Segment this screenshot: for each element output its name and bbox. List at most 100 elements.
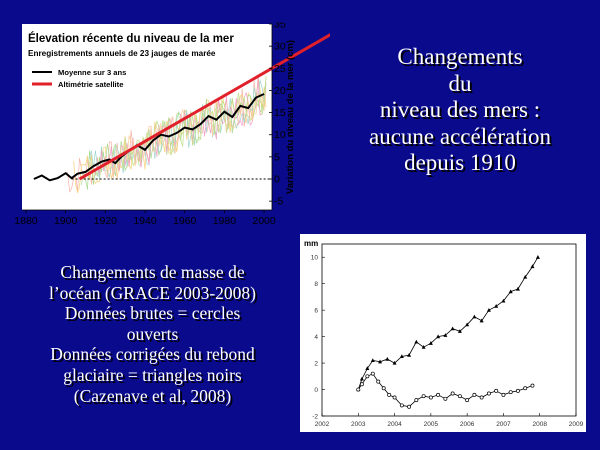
- x-tick-label: 1920: [94, 215, 118, 227]
- circle-marker: [494, 388, 499, 393]
- chart-title: Élevation récente du niveau de la mer: [28, 32, 234, 45]
- triangle-marker: [365, 366, 370, 370]
- chart-subtitle: Enregistrements annuels de 23 jauges de …: [28, 49, 216, 58]
- circle-marker: [387, 392, 392, 397]
- triangle-marker: [535, 255, 540, 259]
- triangle-marker: [359, 376, 364, 381]
- x-tick-label: 2006: [460, 421, 475, 428]
- x-tick-label: 2008: [532, 421, 547, 428]
- triangle-marker: [414, 339, 419, 344]
- circle-marker: [450, 391, 455, 396]
- y-tick-label: -2: [312, 414, 318, 421]
- y-tick-label: 30: [274, 41, 286, 53]
- y-tick-label: 0: [274, 174, 280, 186]
- legend-label-satellite: Altimétrie satellite: [58, 80, 123, 89]
- y-tick-label: 10: [274, 129, 286, 141]
- triangle-marker: [392, 360, 397, 365]
- circle-marker: [365, 374, 370, 379]
- triangle-marker: [421, 345, 426, 349]
- x-tick-label: 1900: [54, 215, 78, 227]
- grace-mass-chart-svg: mm 2002 2003 2004 2005 2006 2007 2008 2009 -2 0 2…: [300, 234, 586, 432]
- x-tick-label: 1880: [14, 215, 38, 227]
- x-tick-label: 1980: [213, 215, 237, 227]
- y-tick-label: 25: [274, 63, 286, 75]
- chart-background: [300, 234, 586, 432]
- headline-line: du: [448, 70, 472, 96]
- x-tick-label: 2009: [569, 421, 584, 428]
- circle-marker: [407, 404, 412, 409]
- circle-marker: [399, 403, 404, 408]
- triangle-marker: [508, 289, 513, 294]
- x-tick-label: 2002: [315, 421, 330, 428]
- circle-marker: [457, 394, 462, 399]
- headline: Changements du niveau des mers : aucune …: [335, 44, 585, 177]
- note-line: (Cazenave et al, 2008): [73, 385, 232, 406]
- triangle-marker: [443, 333, 448, 337]
- y-axis: -5 0 5 10 15 20 25 30 35: [269, 19, 286, 210]
- triangle-marker: [436, 334, 441, 339]
- circle-marker: [515, 388, 520, 393]
- circle-marker: [370, 371, 375, 376]
- y-tick-label: 4: [314, 334, 318, 341]
- triangle-marker: [515, 286, 520, 291]
- headline-line: niveau des mers :: [379, 97, 541, 122]
- circle-marker: [530, 383, 535, 388]
- note-line: glaciaire = triangles noirs: [63, 364, 242, 385]
- y-tick-label: 5: [274, 151, 280, 163]
- circle-marker: [428, 395, 433, 400]
- y-tick-label: 15: [274, 107, 286, 119]
- x-tick-label: 2007: [496, 421, 511, 428]
- y-tick-label: 0: [314, 387, 318, 394]
- y-axis-title: Variation du niveau de la mer (cm): [285, 40, 296, 194]
- triangle-marker: [370, 358, 375, 363]
- triangle-marker: [450, 326, 455, 331]
- triangle-marker: [385, 356, 390, 361]
- plot-background: [22, 24, 272, 210]
- triangle-marker: [407, 352, 412, 357]
- circle-marker: [508, 390, 513, 395]
- caption-note: Changements de masse de l’océan (GRACE 2…: [10, 262, 295, 406]
- y-tick-label: 10: [311, 255, 319, 262]
- triangle-marker: [465, 322, 470, 327]
- triangle-marker: [530, 264, 535, 269]
- headline-line: depuis 1910: [404, 150, 516, 175]
- triangle-marker: [378, 359, 383, 364]
- x-tick-label: 2004: [387, 421, 402, 428]
- legend: Moyenne sur 3 ans Altimétrie satellite: [32, 68, 126, 89]
- y-tick-label: 20: [274, 85, 286, 97]
- triangle-marker: [494, 303, 499, 308]
- series-line-satellite: [78, 31, 335, 181]
- circle-marker: [436, 392, 441, 397]
- grace-mass-chart: mm 2002 2003 2004 2005 2006 2007 2008 2009 -2 0 2…: [300, 234, 586, 432]
- circle-marker: [523, 386, 528, 391]
- triangle-marker: [399, 354, 404, 359]
- plot-frame: [321, 243, 577, 417]
- x-tick-label: 2003: [351, 421, 366, 428]
- headline-line: aucune accélération: [369, 123, 551, 149]
- gauge-record-line: [97, 76, 267, 178]
- x-tick-label: 2000: [252, 215, 276, 227]
- circle-marker: [479, 395, 484, 400]
- triangle-marker: [486, 307, 491, 312]
- note-line: Changements de masse de: [60, 262, 245, 282]
- circle-marker: [465, 398, 470, 403]
- triangle-marker: [523, 274, 528, 279]
- circle-marker: [392, 395, 397, 400]
- x-tick-label: 1940: [133, 215, 157, 227]
- circle-marker: [421, 394, 426, 399]
- x-axis: 1880 1900 1920 1940 1960 1980 2000: [14, 209, 276, 227]
- note-line: ouverts: [126, 323, 179, 344]
- x-axis: 2002 2003 2004 2005 2006 2007 2008 2009: [315, 413, 584, 428]
- gauge-record-line: [89, 80, 267, 180]
- circle-marker: [376, 379, 381, 384]
- sea-level-chart: 1880 1900 1920 1940 1960 1980 2000 -5 0 5 10 15 20 2…: [0, 19, 335, 232]
- note-line: Données corrigées du rebond: [50, 344, 255, 365]
- y-tick-label: 8: [314, 281, 318, 288]
- circle-marker: [486, 391, 491, 396]
- circle-marker: [501, 392, 506, 397]
- triangle-marker: [428, 341, 433, 345]
- y-tick-label: 2: [314, 361, 318, 368]
- x-tick-label: 2005: [424, 421, 439, 428]
- note-line: l’océan (GRACE 2003-2008): [48, 282, 257, 303]
